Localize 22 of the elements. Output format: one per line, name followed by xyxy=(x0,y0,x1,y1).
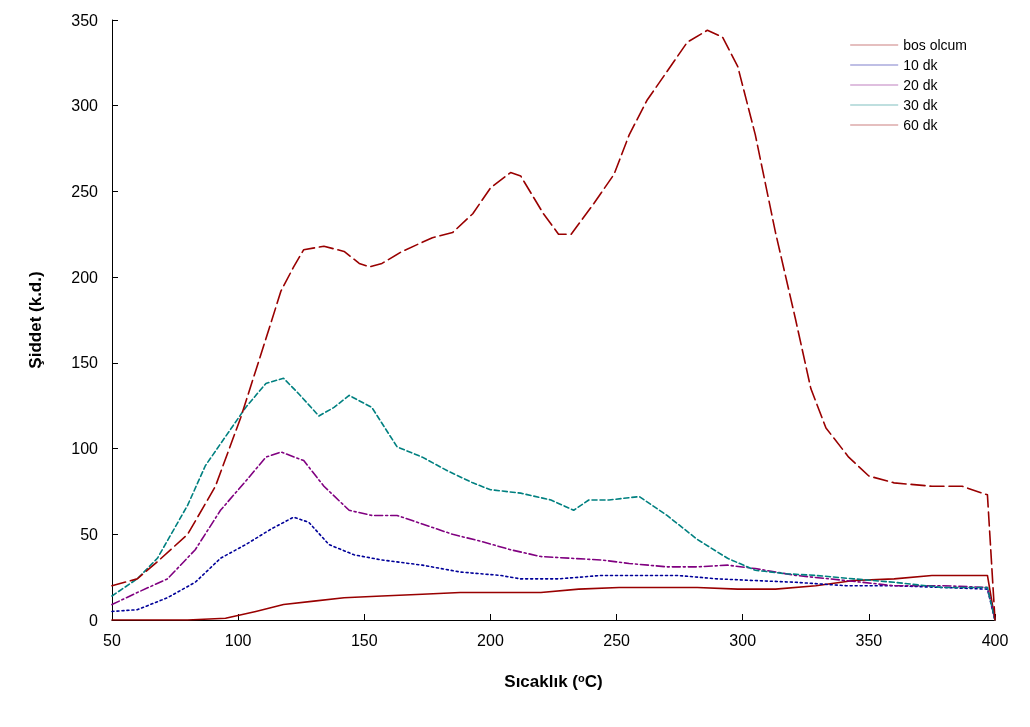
x-tick-label: 200 xyxy=(477,631,504,649)
y-axis-title: Şiddet (k.d.) xyxy=(26,271,45,369)
y-tick-label: 0 xyxy=(89,611,99,629)
legend-label: 30 dk xyxy=(903,97,939,113)
x-tick-label: 100 xyxy=(224,631,252,649)
x-tick-label: 250 xyxy=(603,631,631,649)
y-tick-label: 200 xyxy=(71,268,99,286)
y-tick-label: 50 xyxy=(80,525,99,543)
legend-label: 60 dk xyxy=(903,117,939,133)
y-tick-label: 350 xyxy=(71,11,99,29)
y-tick-label: 250 xyxy=(71,182,99,200)
legend-label: bos olcum xyxy=(903,37,968,53)
x-tick-label: 150 xyxy=(350,631,378,649)
x-tick-label: 400 xyxy=(981,631,1009,649)
x-tick-label: 50 xyxy=(103,631,121,649)
y-tick-label: 100 xyxy=(71,440,99,458)
x-tick-label: 300 xyxy=(729,631,757,649)
y-tick-label: 150 xyxy=(71,354,99,372)
legend-label: 20 dk xyxy=(903,77,939,93)
legend-label: 10 dk xyxy=(903,57,939,73)
x-tick-label: 350 xyxy=(855,631,883,649)
y-tick-label: 300 xyxy=(71,97,99,115)
